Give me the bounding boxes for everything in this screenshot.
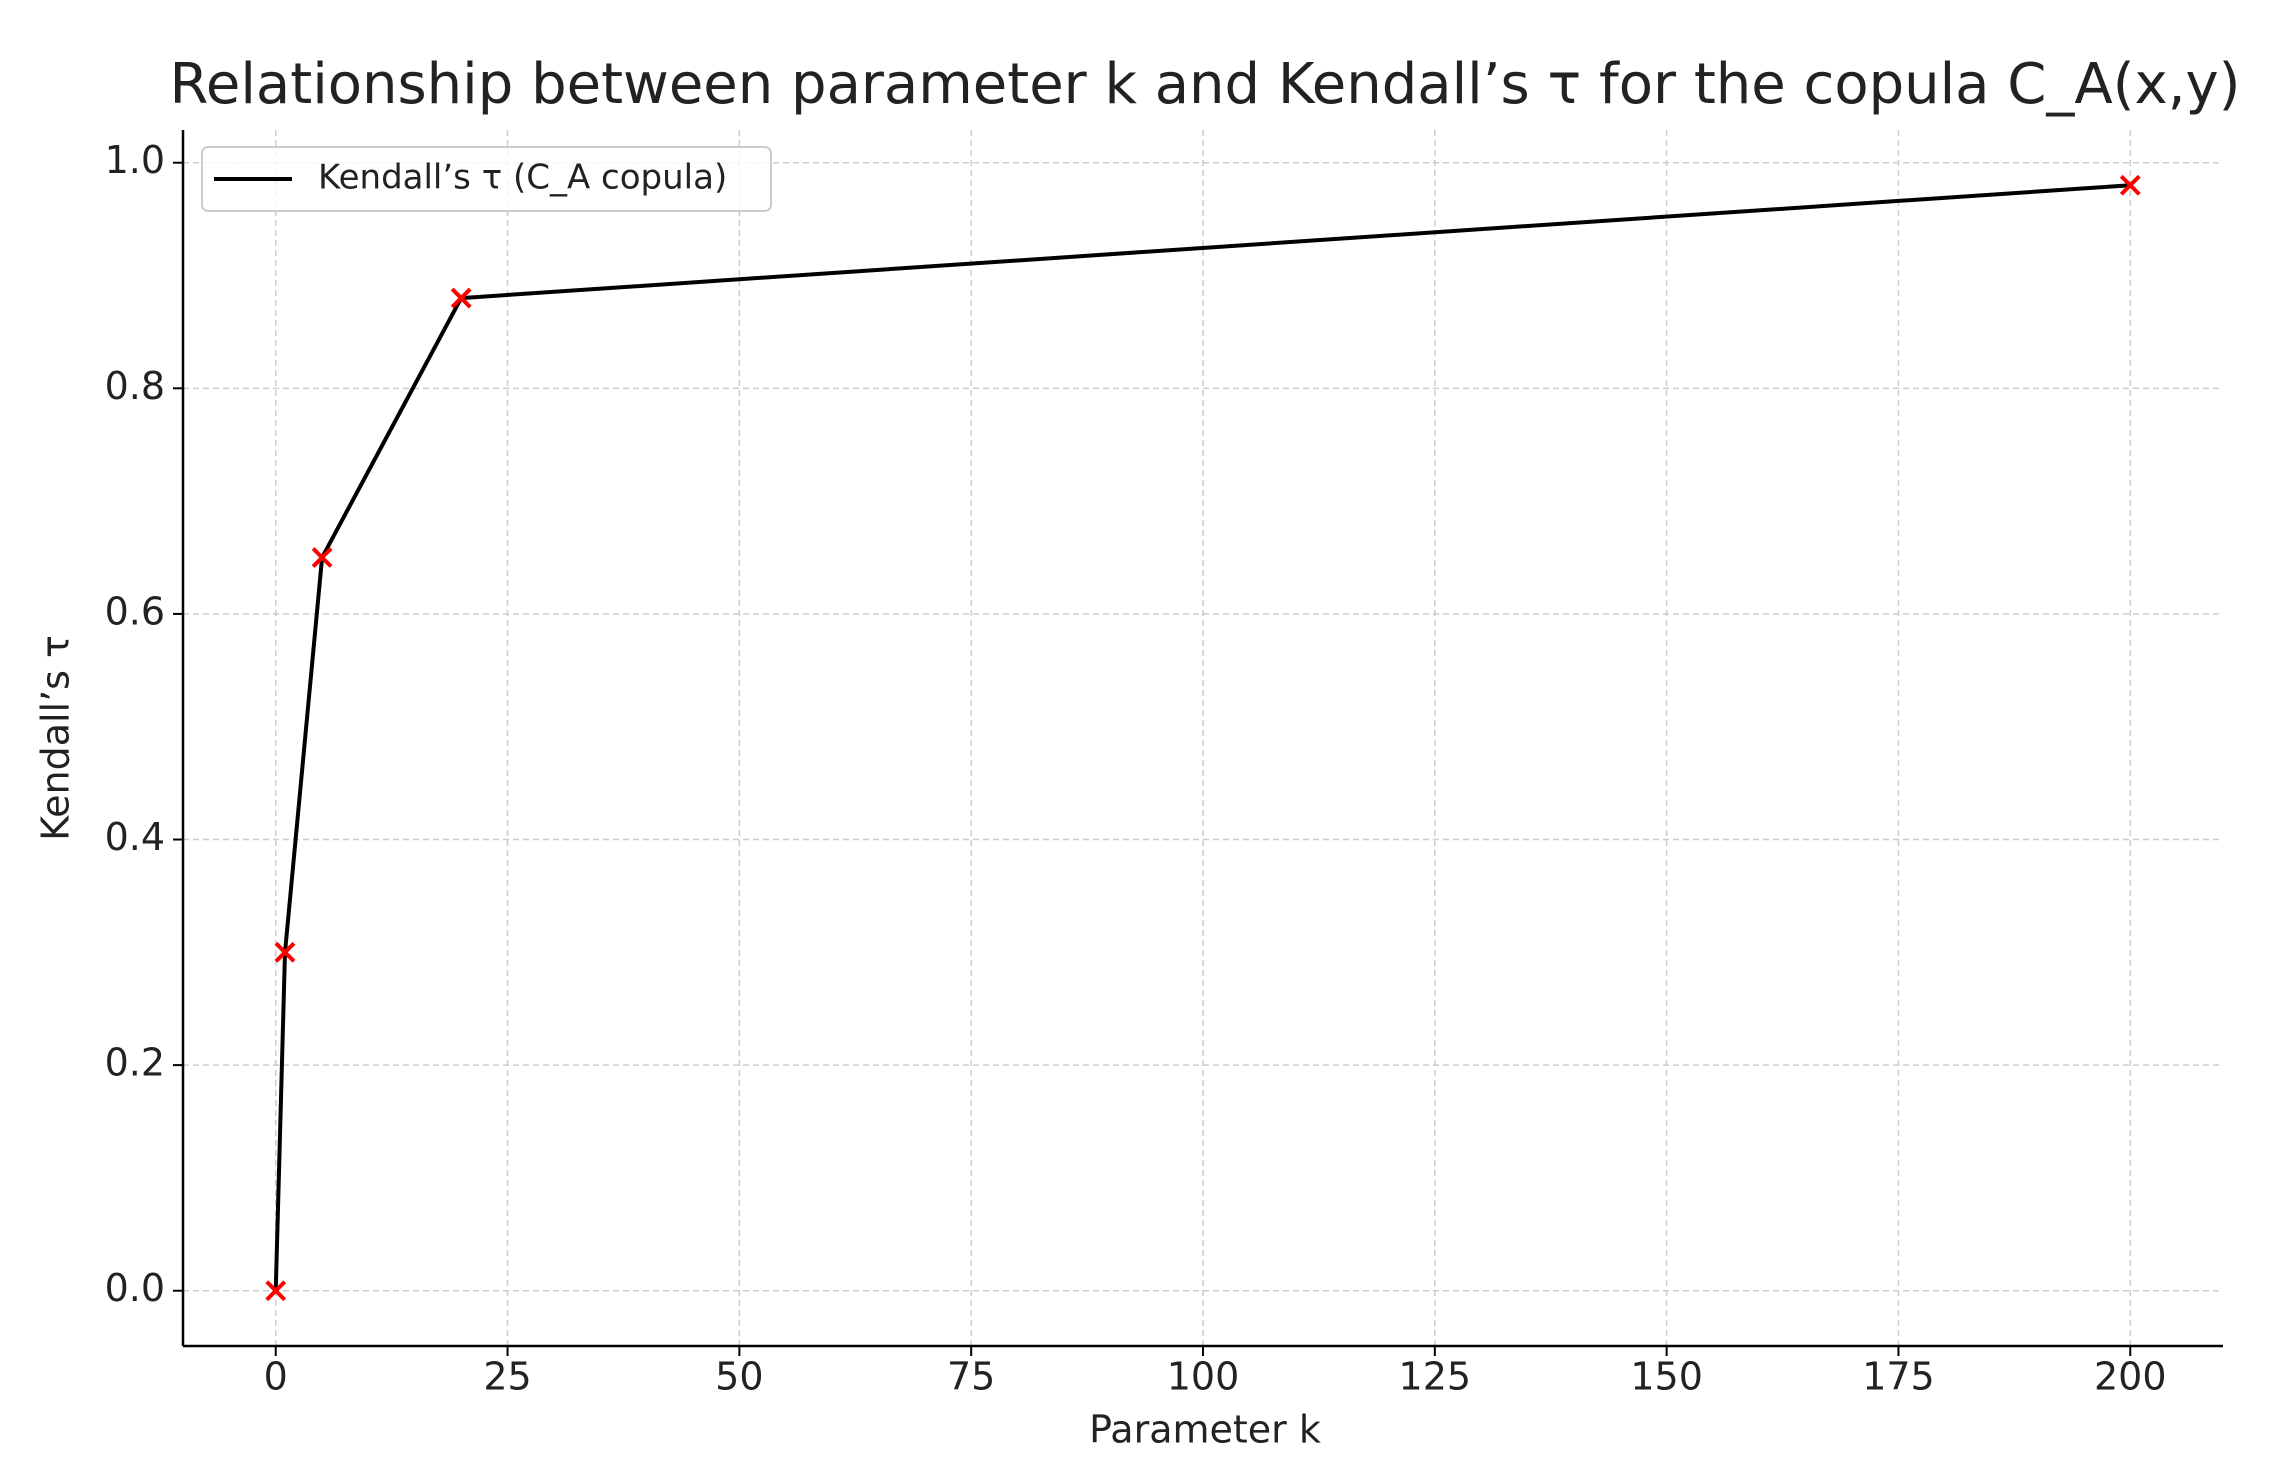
data-point bbox=[2119, 174, 2141, 196]
x-tick-label: 175 bbox=[1862, 1355, 1935, 1399]
x-tick-label: 75 bbox=[947, 1355, 995, 1399]
y-tick-label: 1.0 bbox=[105, 138, 165, 182]
data-point bbox=[450, 287, 472, 309]
x-tick-label: 125 bbox=[1399, 1355, 1472, 1399]
x-tick-label: 100 bbox=[1167, 1355, 1240, 1399]
x-tick-label: 150 bbox=[1630, 1355, 1703, 1399]
x-tick-label: 200 bbox=[2094, 1355, 2167, 1399]
x-tick-label: 25 bbox=[483, 1355, 531, 1399]
legend-label: Kendall’s τ (C_A copula) bbox=[318, 158, 727, 198]
y-axis-label: Kendall’s τ bbox=[34, 635, 78, 841]
data-point bbox=[274, 941, 296, 963]
legend-box bbox=[201, 146, 772, 212]
y-tick-label: 0.4 bbox=[105, 815, 165, 859]
x-tick-label: 0 bbox=[264, 1355, 288, 1399]
x-tick-label: 50 bbox=[715, 1355, 763, 1399]
y-tick-label: 0.8 bbox=[105, 364, 165, 408]
data-point bbox=[311, 547, 333, 568]
chart-title: Relationship between parameter k and Ken… bbox=[170, 52, 2241, 117]
y-tick-label: 0.2 bbox=[105, 1041, 165, 1085]
y-tick-label: 0.6 bbox=[105, 589, 165, 633]
data-point bbox=[265, 1280, 287, 1302]
y-tick-label: 0.0 bbox=[105, 1266, 165, 1310]
x-axis-label: Parameter k bbox=[1089, 1408, 1321, 1452]
